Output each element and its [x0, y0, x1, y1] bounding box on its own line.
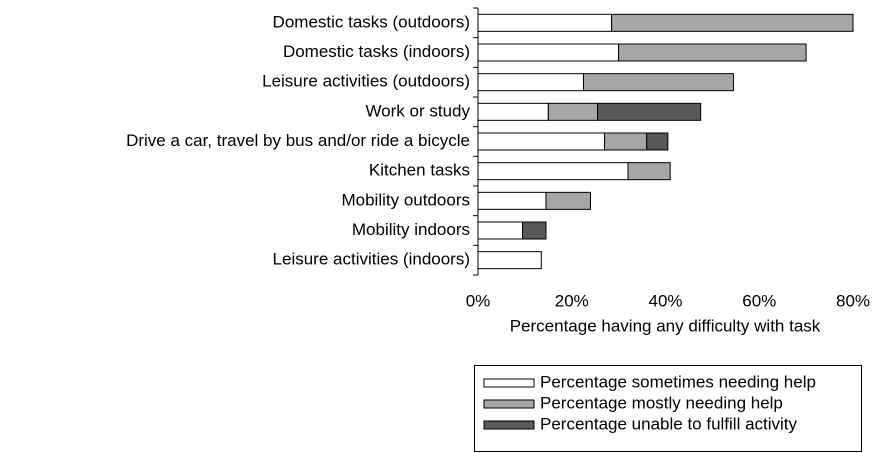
bar-segment	[545, 191, 591, 210]
y-tick-label: Leisure activities (indoors)	[273, 250, 470, 269]
y-tick-label: Kitchen tasks	[369, 161, 470, 180]
y-tick-label: Work or study	[365, 101, 470, 120]
bar-segment	[522, 221, 547, 240]
x-tick-label: 60%	[742, 291, 776, 310]
bar-segment	[582, 73, 734, 92]
legend	[474, 365, 862, 452]
bar-segment	[477, 43, 620, 62]
x-tick-label: 0%	[466, 291, 491, 310]
bar-segment	[627, 162, 671, 181]
bar-segment	[477, 251, 542, 270]
bar-segment	[547, 102, 599, 121]
legend-label: Percentage mostly needing help	[540, 393, 783, 412]
bar-segment	[477, 191, 547, 210]
x-axis-label: Percentage having any difficulty with ta…	[510, 316, 821, 335]
y-tick-label: Domestic tasks (indoors)	[283, 42, 470, 61]
bar-segment	[477, 162, 629, 181]
bar-segment	[597, 102, 702, 121]
legend-label: Percentage sometimes needing help	[540, 372, 816, 391]
legend-swatch	[483, 378, 535, 388]
y-tick-label: Domestic tasks (outdoors)	[273, 12, 470, 31]
bar-segment	[611, 13, 854, 32]
y-tick-label: Drive a car, travel by bus and/or ride a…	[126, 131, 470, 150]
x-tick-label: 80%	[836, 291, 870, 310]
bar-segment	[618, 43, 807, 62]
bar-segment	[477, 13, 613, 32]
bar-segment	[477, 102, 549, 121]
bar-segment	[477, 73, 584, 92]
bar-segment	[477, 132, 606, 151]
legend-swatch	[483, 399, 535, 409]
legend-label: Percentage unable to fulfill activity	[540, 414, 798, 433]
x-tick-label: 40%	[648, 291, 682, 310]
bar-segment	[477, 221, 524, 240]
bar-segment	[604, 132, 648, 151]
y-tick-label: Mobility indoors	[352, 220, 470, 239]
y-tick-label: Mobility outdoors	[341, 190, 470, 209]
y-tick-label: Leisure activities (outdoors)	[262, 72, 470, 91]
bar-segment	[646, 132, 669, 151]
x-tick-label: 20%	[555, 291, 589, 310]
legend-swatch	[483, 420, 535, 430]
